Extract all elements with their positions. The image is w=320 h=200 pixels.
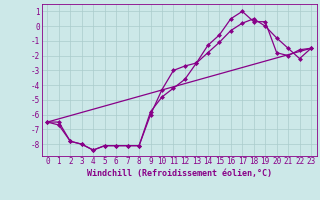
X-axis label: Windchill (Refroidissement éolien,°C): Windchill (Refroidissement éolien,°C) — [87, 169, 272, 178]
